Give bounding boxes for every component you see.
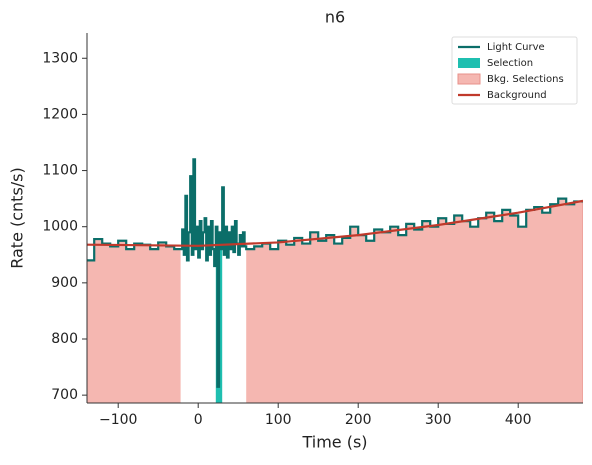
x-tick-label: 300	[425, 412, 452, 428]
legend-label: Light Curve	[487, 42, 545, 53]
legend-label: Background	[487, 90, 547, 101]
x-tick-label: 0	[194, 412, 203, 428]
y-tick-label: 1200	[42, 106, 78, 122]
series-line	[87, 199, 583, 247]
y-tick-label: 1100	[42, 163, 78, 179]
y-tick-label: 1300	[42, 50, 78, 66]
series-line	[87, 158, 583, 388]
y-axis-label: Rate (cnts/s)	[8, 167, 27, 269]
x-tick-label: 400	[505, 412, 532, 428]
y-tick-label: 700	[51, 387, 78, 403]
x-tick-label: 100	[265, 412, 292, 428]
legend-swatch	[458, 58, 480, 68]
region-fill	[87, 238, 181, 403]
plot-area	[87, 158, 583, 403]
y-tick-label: 1000	[42, 219, 78, 235]
x-tick-label: −100	[99, 412, 137, 428]
chart-title: n6	[325, 8, 345, 27]
legend	[451, 36, 578, 105]
legend-label: Bkg. Selections	[487, 74, 564, 85]
y-tick-label: 900	[51, 275, 78, 291]
x-tick-label: 200	[345, 412, 372, 428]
y-tick-label: 800	[51, 331, 78, 347]
legend-swatch	[457, 73, 481, 85]
legend-label: Selection	[487, 58, 533, 69]
x-axis-label: Time (s)	[301, 433, 367, 452]
